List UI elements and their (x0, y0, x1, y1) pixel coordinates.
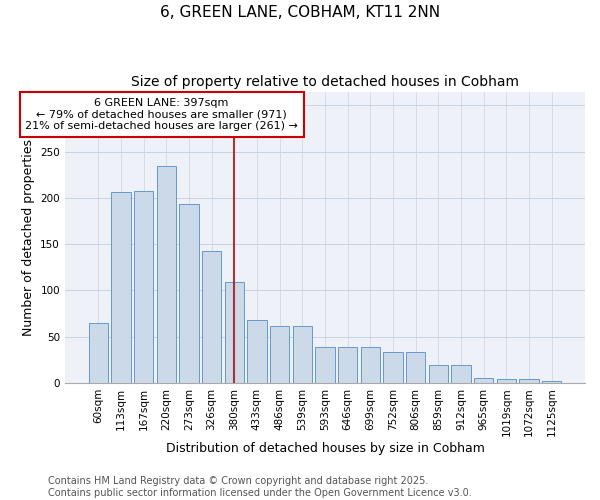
Bar (338, 347, 357, 383)
Bar (497, 379, 516, 383)
Bar (474, 378, 493, 383)
Bar (406, 352, 425, 383)
Text: 6 GREEN LANE: 397sqm
← 79% of detached houses are smaller (971)
21% of semi-deta: 6 GREEN LANE: 397sqm ← 79% of detached h… (25, 98, 298, 131)
Bar (542, 381, 562, 383)
Bar (224, 282, 244, 383)
Title: Size of property relative to detached houses in Cobham: Size of property relative to detached ho… (131, 75, 519, 89)
Bar (451, 366, 470, 383)
Bar (316, 347, 335, 383)
Bar (134, 192, 153, 383)
Bar (270, 326, 289, 383)
Y-axis label: Number of detached properties: Number of detached properties (22, 138, 35, 336)
Bar (111, 192, 131, 383)
Bar (247, 320, 266, 383)
Text: 6, GREEN LANE, COBHAM, KT11 2NN: 6, GREEN LANE, COBHAM, KT11 2NN (160, 5, 440, 20)
Bar (293, 326, 312, 383)
Bar (89, 322, 108, 383)
Bar (202, 250, 221, 383)
Bar (361, 347, 380, 383)
Bar (520, 379, 539, 383)
Bar (157, 166, 176, 383)
Bar (429, 366, 448, 383)
Text: Contains HM Land Registry data © Crown copyright and database right 2025.
Contai: Contains HM Land Registry data © Crown c… (48, 476, 472, 498)
Bar (179, 204, 199, 383)
Bar (383, 352, 403, 383)
X-axis label: Distribution of detached houses by size in Cobham: Distribution of detached houses by size … (166, 442, 484, 455)
